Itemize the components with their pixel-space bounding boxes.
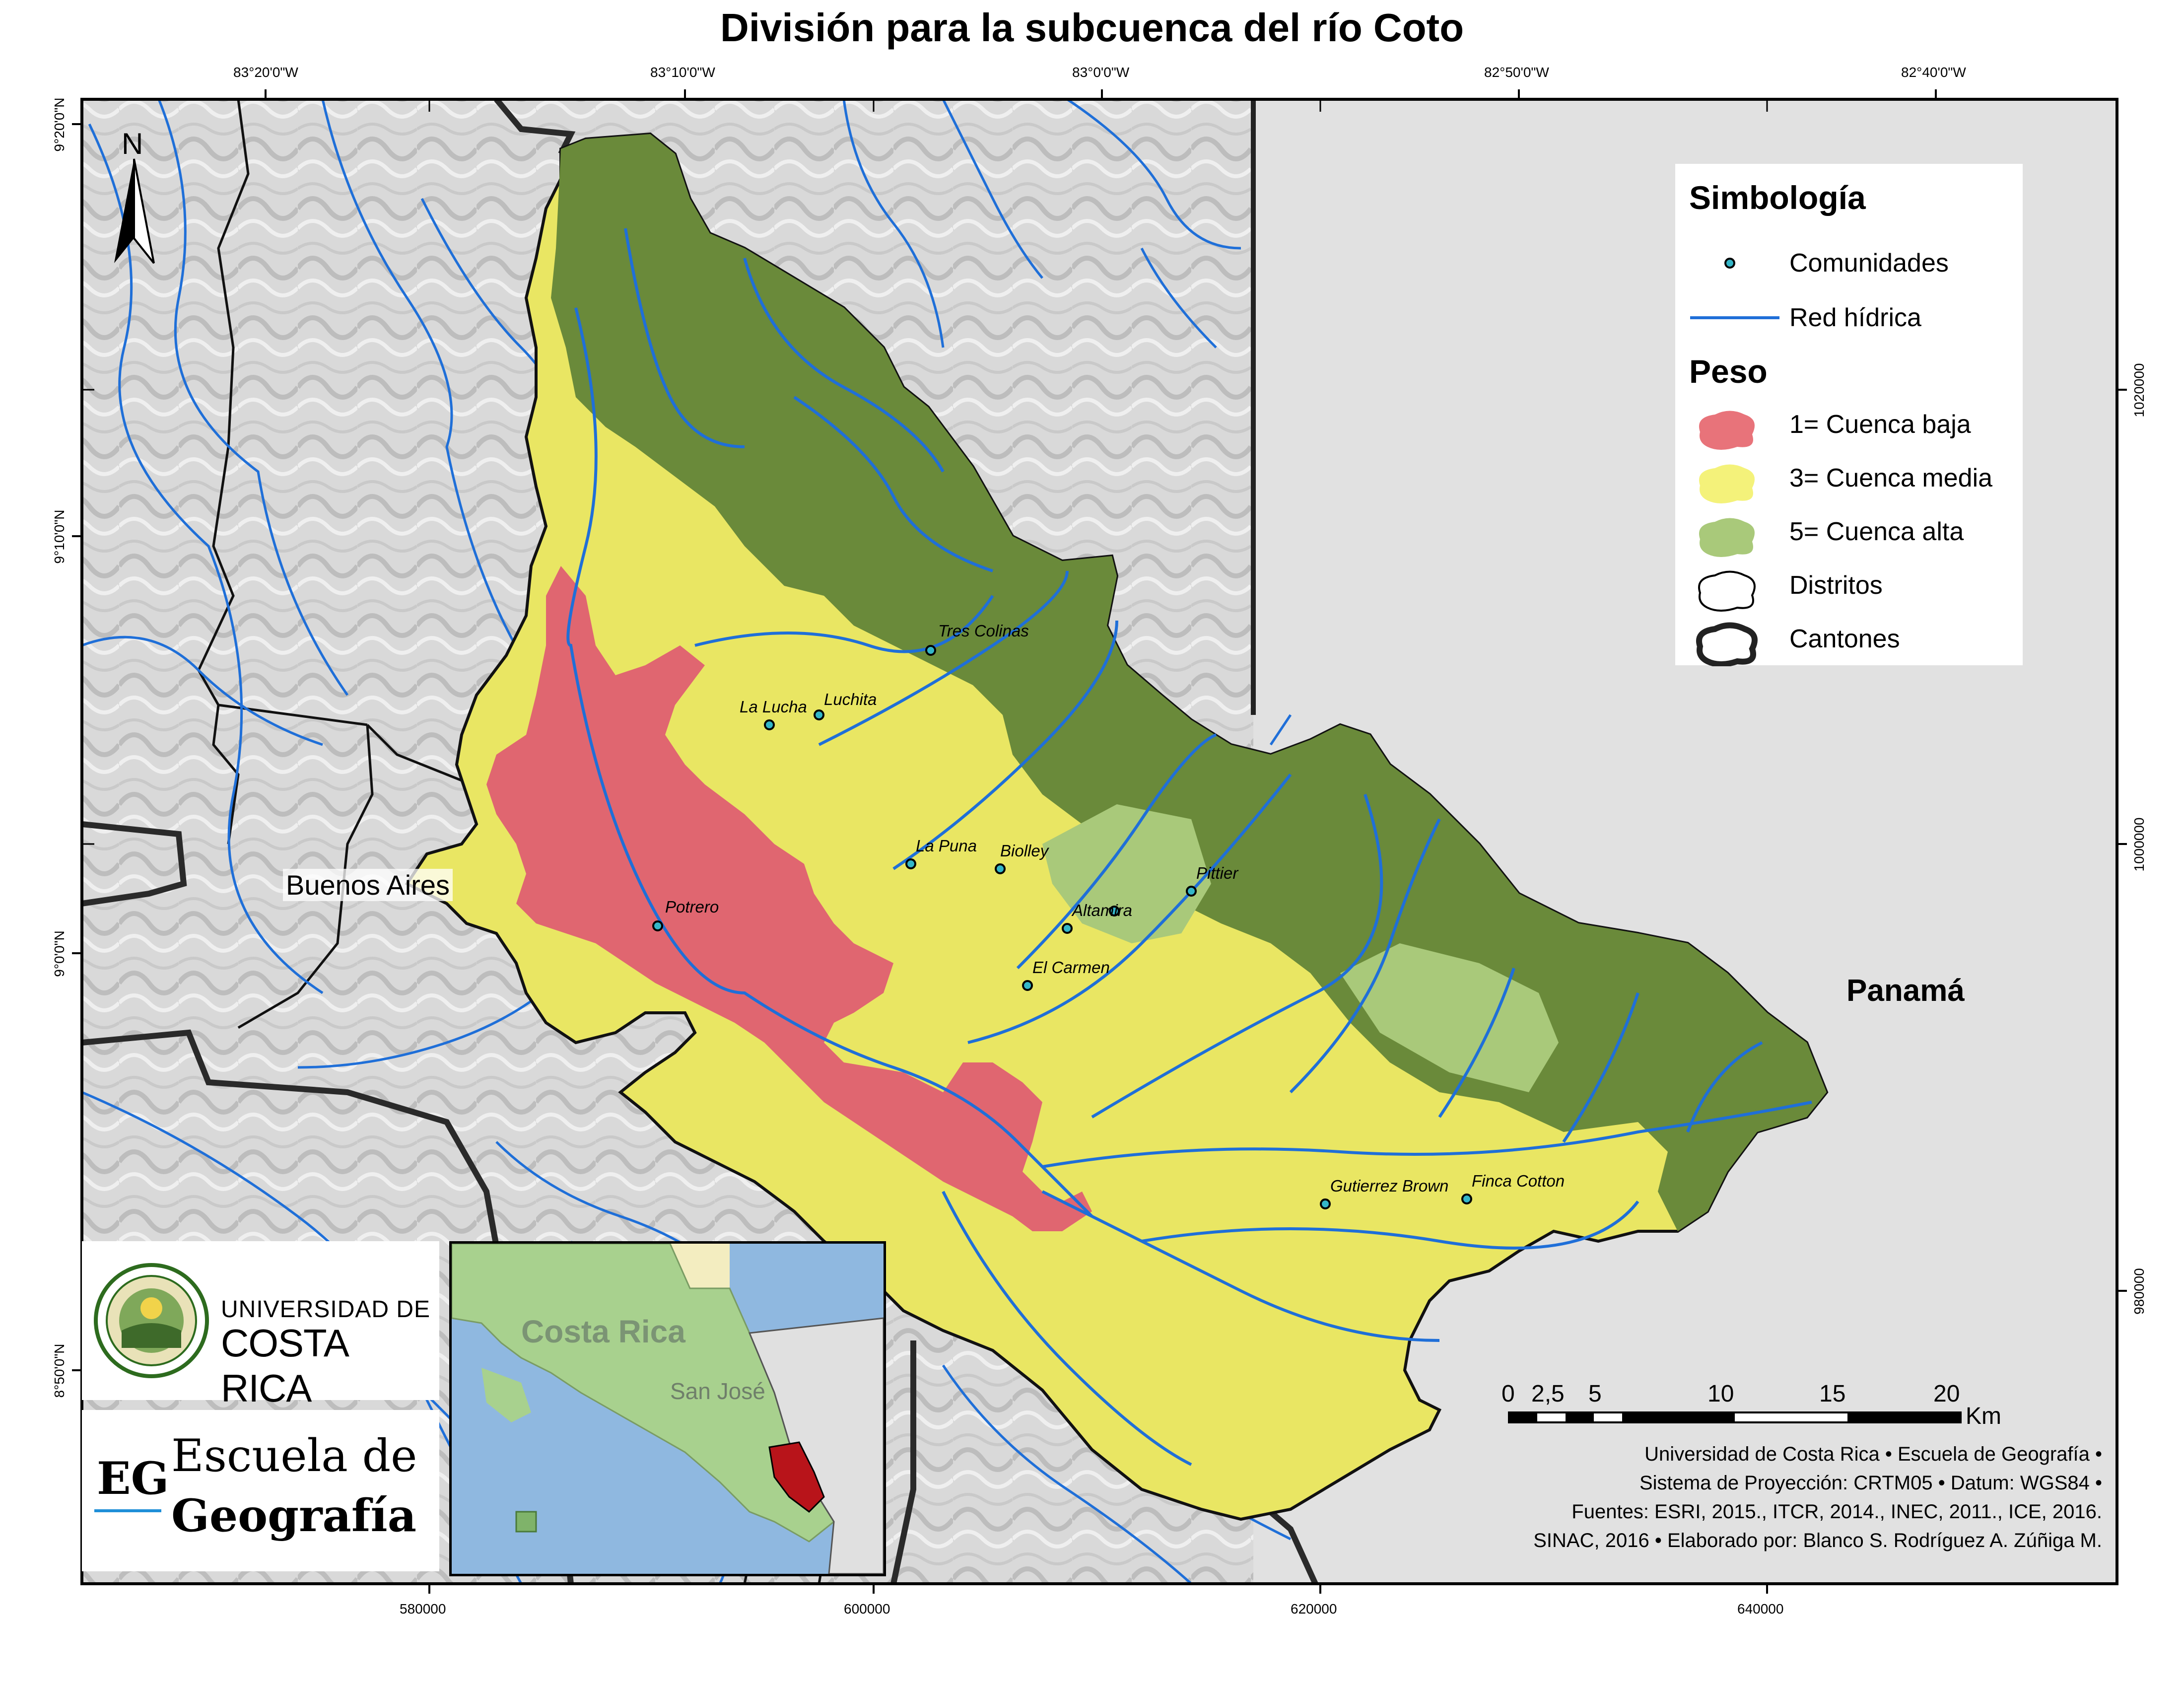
credits-block: Universidad de Costa Rica • Escuela de G… bbox=[1407, 1440, 2102, 1555]
legend-peso-label: 5= Cuenca alta bbox=[1789, 517, 1964, 546]
swatch-distritos-icon bbox=[1698, 570, 1756, 612]
coord-bottom-1: 580000 bbox=[400, 1601, 446, 1617]
ucr-logo-box: UNIVERSIDAD DE COSTA RICA bbox=[82, 1241, 439, 1410]
coord-left-1: 9°20'0"N bbox=[52, 97, 67, 152]
coord-right-3: 980000 bbox=[2131, 1268, 2147, 1315]
coord-top-1: 83°20'0"W bbox=[233, 65, 298, 80]
place-label: Gutierrez Brown bbox=[1330, 1177, 1449, 1195]
ucr-logo-line2: COSTA RICA bbox=[221, 1321, 347, 1410]
coord-right-1: 1020000 bbox=[2131, 363, 2147, 418]
place-label: El Carmen bbox=[1032, 958, 1110, 977]
place-label: La Lucha bbox=[740, 698, 807, 716]
scale-tick: 0 bbox=[1502, 1381, 1515, 1407]
zone-cuenca-alta bbox=[551, 134, 1827, 1231]
place-label: La Puna bbox=[916, 837, 977, 855]
place-label: Tres Colinas bbox=[938, 622, 1029, 640]
place-label: Luchita bbox=[824, 690, 877, 708]
eg-logo-underline bbox=[94, 1509, 161, 1512]
north-arrow-icon bbox=[114, 158, 155, 264]
credits-line: Sistema de Proyección: CRTM05 • Datum: W… bbox=[1639, 1472, 2102, 1494]
swatch-cuenca-media-icon bbox=[1699, 464, 1755, 503]
north-arrow-label: N bbox=[122, 127, 143, 160]
river-line-icon bbox=[1690, 316, 1779, 319]
zone-cuenca-baja bbox=[486, 566, 1092, 1231]
coord-top-3: 83°0'0"W bbox=[1072, 65, 1130, 80]
basin-rivers bbox=[566, 228, 1812, 1466]
coord-left-2: 9°10'0"N bbox=[52, 509, 67, 564]
legend-panel: Simbología Comunidades Red hídrica Peso … bbox=[1675, 164, 2023, 666]
coord-bottom-4: 640000 bbox=[1737, 1601, 1784, 1617]
eg-logo-box: EG Escuela de Geografía bbox=[82, 1410, 439, 1571]
eg-logo-line1: Escuela de bbox=[171, 1430, 417, 1482]
legend-peso-label: Cantones bbox=[1789, 625, 1900, 653]
legend-peso-label: 3= Cuenca media bbox=[1789, 464, 1993, 492]
place-label: Biolley bbox=[1000, 842, 1049, 860]
coord-bottom-2: 600000 bbox=[844, 1601, 890, 1617]
eg-logo-abbr: EG bbox=[97, 1452, 169, 1505]
ucr-logo-line1: UNIVERSIDAD DE bbox=[221, 1296, 431, 1323]
legend-heading: Simbología bbox=[1689, 179, 1866, 216]
inset-map-graphic bbox=[452, 1244, 884, 1574]
inset-country-label: Costa Rica bbox=[521, 1314, 685, 1349]
coord-left-4: 8°50'0"N bbox=[52, 1343, 67, 1398]
scale-tick: 15 bbox=[1819, 1381, 1846, 1407]
coord-top-2: 83°10'0"W bbox=[650, 65, 715, 80]
eg-logo-line2: Geografía bbox=[171, 1489, 417, 1542]
scale-tick: 20 bbox=[1933, 1381, 1960, 1407]
swatch-cantones-icon bbox=[1696, 622, 1758, 666]
map-title: División para la subcuenca del río Coto bbox=[720, 5, 1464, 50]
credits-line: Fuentes: ESRI, 2015., ITCR, 2014., INEC,… bbox=[1571, 1501, 2102, 1523]
coord-top-5: 82°40'0"W bbox=[1901, 65, 1966, 80]
inset-map: Costa Rica San José bbox=[449, 1241, 886, 1576]
inner-ticks bbox=[82, 99, 1768, 1292]
coord-right-2: 1000000 bbox=[2131, 817, 2147, 872]
place-label: Altamira bbox=[1072, 901, 1133, 919]
community-point-icon bbox=[1724, 258, 1735, 269]
inset-capital-label: San José bbox=[670, 1378, 765, 1404]
legend-item-label: Comunidades bbox=[1789, 249, 1949, 278]
scale-unit: Km bbox=[1966, 1403, 2001, 1429]
legend-peso-label: Distritos bbox=[1789, 571, 1883, 600]
scale-tick: 5 bbox=[1588, 1381, 1602, 1407]
swatch-cuenca-baja-icon bbox=[1699, 411, 1755, 450]
legend-item-label: Red hídrica bbox=[1789, 303, 1921, 332]
region-label-buenos-aires: Buenos Aires bbox=[283, 869, 453, 901]
graticule-ticks bbox=[72, 89, 2127, 1594]
region-label-panama: Panamá bbox=[1846, 974, 1965, 1008]
place-label: Finca Cotton bbox=[1472, 1172, 1565, 1190]
coord-left-3: 9°0'0"N bbox=[52, 930, 67, 977]
legend-peso-label: 1= Cuenca baja bbox=[1789, 410, 1971, 439]
credits-line: Universidad de Costa Rica • Escuela de G… bbox=[1644, 1443, 2102, 1465]
ucr-seal-icon bbox=[94, 1263, 209, 1378]
place-label: Potrero bbox=[665, 898, 719, 916]
coord-bottom-3: 620000 bbox=[1291, 1601, 1337, 1617]
credits-line: SINAC, 2016 • Elaborado por: Blanco S. R… bbox=[1533, 1530, 2102, 1551]
legend-peso-heading: Peso bbox=[1689, 353, 1768, 390]
zone-cuenca-alta-light bbox=[1042, 804, 1211, 943]
coord-top-4: 82°50'0"W bbox=[1484, 65, 1549, 80]
place-label: Pittier bbox=[1196, 864, 1238, 882]
scale-tick: 2,5 bbox=[1531, 1381, 1565, 1407]
swatch-cuenca-alta-icon bbox=[1699, 518, 1755, 557]
scale-bar bbox=[1508, 1411, 1962, 1423]
scale-tick: 10 bbox=[1707, 1381, 1734, 1407]
map-frame bbox=[80, 98, 2118, 1585]
community-points bbox=[652, 645, 1472, 1209]
